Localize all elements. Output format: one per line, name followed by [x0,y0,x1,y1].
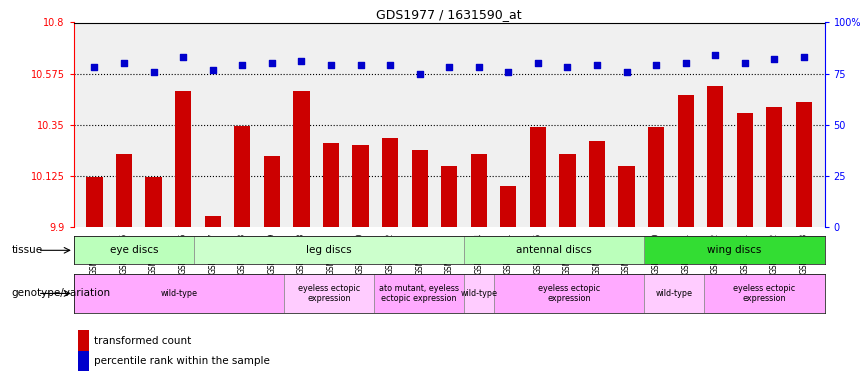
Text: eye discs: eye discs [109,245,158,255]
Bar [74,274,284,313]
Point [353,62,367,68]
Text: ato mutant, eyeless
ectopic expression: ato mutant, eyeless ectopic expression [379,284,459,303]
Text: wing discs: wing discs [707,245,762,255]
Bar [618,165,635,227]
Bar [644,274,705,313]
Point [472,64,486,70]
Point [767,56,781,62]
Bar [464,236,644,264]
Text: percentile rank within the sample: percentile rank within the sample [94,356,270,366]
Bar [411,150,428,227]
Bar [293,91,310,227]
Bar [374,274,464,313]
Text: genotype/variation: genotype/variation [11,288,110,298]
Title: GDS1977 / 1631590_at: GDS1977 / 1631590_at [377,8,522,21]
Bar [116,154,132,227]
Text: wild-type: wild-type [461,289,497,298]
Bar [494,274,644,313]
Bar [559,154,575,227]
Text: wild-type: wild-type [161,289,197,298]
Bar [705,274,825,313]
Bar [205,216,220,227]
Bar [194,236,464,264]
Point [442,64,457,70]
Text: eyeless ectopic
expression: eyeless ectopic expression [733,284,796,303]
Bar [529,127,546,227]
Bar [589,141,605,227]
Bar [707,86,723,227]
Point [502,69,516,75]
Point [590,62,604,68]
Point [265,60,279,66]
Bar [264,156,280,227]
Text: eyeless ectopic
expression: eyeless ectopic expression [298,284,360,303]
Bar [441,165,457,227]
Bar [796,102,812,227]
Bar [678,95,694,227]
Text: leg discs: leg discs [306,245,352,255]
Point [797,54,811,60]
Bar [737,113,753,227]
Point [738,60,752,66]
Bar [146,177,161,227]
Bar [648,127,664,227]
Bar [284,274,374,313]
Bar [175,91,191,227]
Point [649,62,663,68]
Point [206,66,220,72]
Point [708,52,722,58]
Point [679,60,693,66]
Bar [644,236,825,264]
Text: wild-type: wild-type [656,289,693,298]
Bar [86,177,102,227]
Text: transformed count: transformed count [94,336,191,345]
Bar [74,236,194,264]
Text: eyeless ectopic
expression: eyeless ectopic expression [538,284,601,303]
Bar [323,143,339,227]
Point [88,64,102,70]
Bar [352,145,369,227]
Point [561,64,575,70]
Bar [234,126,250,227]
Text: antennal discs: antennal discs [516,245,592,255]
Bar [470,154,487,227]
Point [324,62,338,68]
Bar [766,106,782,227]
Point [383,62,397,68]
Point [294,58,308,64]
Point [147,69,161,75]
Point [117,60,131,66]
Point [176,54,190,60]
Bar [500,186,516,227]
Bar [382,138,398,227]
Point [620,69,634,75]
Point [412,70,426,76]
Bar [464,274,494,313]
Text: tissue: tissue [11,245,43,255]
Point [531,60,545,66]
Point [235,62,249,68]
